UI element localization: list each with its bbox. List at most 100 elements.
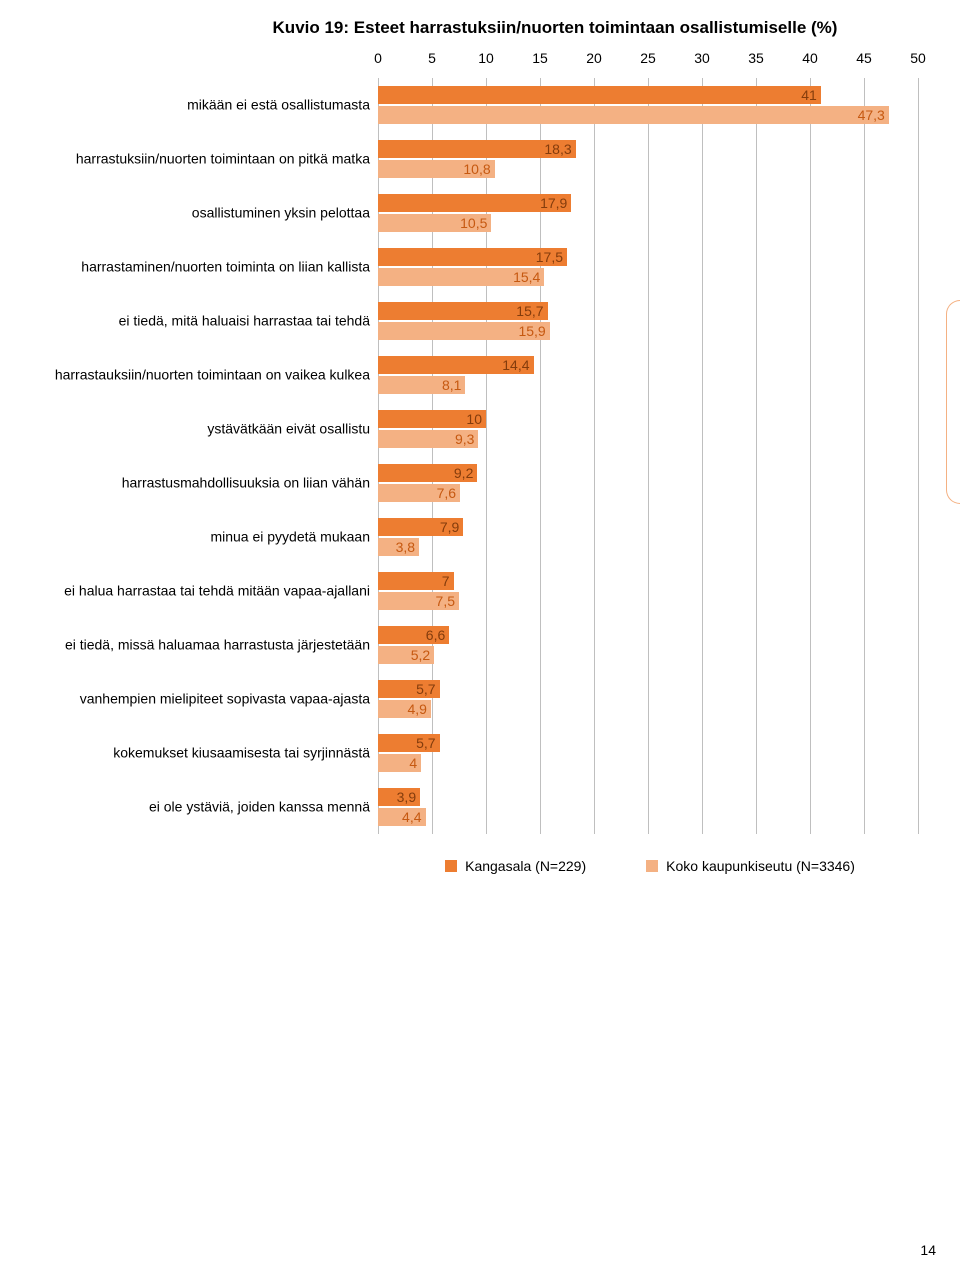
chart-row: osallistuminen yksin pelottaa17,910,5 bbox=[378, 186, 918, 240]
chart-row: ystävätkään eivät osallistu109,3 bbox=[378, 402, 918, 456]
category-label: ei halua harrastaa tai tehdä mitään vapa… bbox=[22, 583, 378, 600]
bar-value-label: 5,2 bbox=[411, 647, 430, 663]
bar-primary: 5,7 bbox=[378, 734, 440, 752]
chart-row: vanhempien mielipiteet sopivasta vapaa-a… bbox=[378, 672, 918, 726]
category-label: ei tiedä, missä haluamaa harrastusta jär… bbox=[22, 637, 378, 654]
category-label: harrastusmahdollisuuksia on liian vähän bbox=[22, 475, 378, 492]
bar-value-label: 10,5 bbox=[460, 215, 487, 231]
bar-value-label: 6,6 bbox=[426, 627, 445, 643]
axis-tick-label: 40 bbox=[802, 50, 818, 66]
chart-row: kokemukset kiusaamisesta tai syrjinnästä… bbox=[378, 726, 918, 780]
bar-primary: 41 bbox=[378, 86, 821, 104]
bar-primary: 17,9 bbox=[378, 194, 571, 212]
bar-value-label: 47,3 bbox=[858, 107, 885, 123]
bar-primary: 14,4 bbox=[378, 356, 534, 374]
category-label: minua ei pyydetä mukaan bbox=[22, 529, 378, 546]
chart-row: minua ei pyydetä mukaan7,93,8 bbox=[378, 510, 918, 564]
category-label: harrastaminen/nuorten toiminta on liian … bbox=[22, 259, 378, 276]
axis-tick-label: 10 bbox=[478, 50, 494, 66]
bar-primary: 7 bbox=[378, 572, 454, 590]
chart-row: ei tiedä, mitä haluaisi harrastaa tai te… bbox=[378, 294, 918, 348]
bar-value-label: 18,3 bbox=[544, 141, 571, 157]
axis-tick-label: 35 bbox=[748, 50, 764, 66]
axis-tick-label: 25 bbox=[640, 50, 656, 66]
x-axis: 05101520253035404550 bbox=[378, 50, 918, 78]
category-label: ei ole ystäviä, joiden kanssa mennä bbox=[22, 799, 378, 816]
legend-item: Kangasala (N=229) bbox=[445, 858, 586, 874]
bar-secondary: 7,5 bbox=[378, 592, 459, 610]
bar-value-label: 3,9 bbox=[397, 789, 416, 805]
chart-row: ei tiedä, missä haluamaa harrastusta jär… bbox=[378, 618, 918, 672]
bar-value-label: 15,4 bbox=[513, 269, 540, 285]
chart-row: ei halua harrastaa tai tehdä mitään vapa… bbox=[378, 564, 918, 618]
bar-secondary: 15,4 bbox=[378, 268, 544, 286]
chart-row: ei ole ystäviä, joiden kanssa mennä3,94,… bbox=[378, 780, 918, 834]
legend-label: Koko kaupunkiseutu (N=3346) bbox=[666, 858, 855, 874]
category-label: ystävätkään eivät osallistu bbox=[22, 421, 378, 438]
bar-value-label: 4 bbox=[409, 755, 417, 771]
bar-primary: 7,9 bbox=[378, 518, 463, 536]
category-label: vanhempien mielipiteet sopivasta vapaa-a… bbox=[22, 691, 378, 708]
chart-row: harrastauksiin/nuorten toimintaan on vai… bbox=[378, 348, 918, 402]
bar-primary: 5,7 bbox=[378, 680, 440, 698]
axis-tick-label: 30 bbox=[694, 50, 710, 66]
bar-value-label: 4,4 bbox=[402, 809, 421, 825]
bar-primary: 15,7 bbox=[378, 302, 548, 320]
bar-secondary: 9,3 bbox=[378, 430, 478, 448]
category-label: ei tiedä, mitä haluaisi harrastaa tai te… bbox=[22, 313, 378, 330]
plot-area: mikään ei estä osallistumasta4147,3harra… bbox=[378, 78, 918, 834]
page-number: 14 bbox=[920, 1242, 936, 1258]
bar-secondary: 7,6 bbox=[378, 484, 460, 502]
bar-value-label: 41 bbox=[801, 87, 817, 103]
bar-secondary: 47,3 bbox=[378, 106, 889, 124]
bar-value-label: 5,7 bbox=[416, 735, 435, 751]
legend: Kangasala (N=229) Koko kaupunkiseutu (N=3… bbox=[362, 858, 938, 874]
bar-value-label: 7 bbox=[442, 573, 450, 589]
axis-tick-label: 0 bbox=[374, 50, 382, 66]
bar-value-label: 15,9 bbox=[518, 323, 545, 339]
bar-secondary: 8,1 bbox=[378, 376, 465, 394]
bar-primary: 17,5 bbox=[378, 248, 567, 266]
axis-tick-label: 50 bbox=[910, 50, 926, 66]
bar-secondary: 10,8 bbox=[378, 160, 495, 178]
bar-secondary: 10,5 bbox=[378, 214, 491, 232]
bar-value-label: 14,4 bbox=[502, 357, 529, 373]
chart-row: mikään ei estä osallistumasta4147,3 bbox=[378, 78, 918, 132]
category-label: kokemukset kiusaamisesta tai syrjinnästä bbox=[22, 745, 378, 762]
bar-value-label: 10 bbox=[466, 411, 482, 427]
axis-tick-label: 5 bbox=[428, 50, 436, 66]
axis-tick-label: 20 bbox=[586, 50, 602, 66]
chart-row: harrastaminen/nuorten toiminta on liian … bbox=[378, 240, 918, 294]
bar-value-label: 10,8 bbox=[463, 161, 490, 177]
bar-value-label: 3,8 bbox=[396, 539, 415, 555]
bar-primary: 3,9 bbox=[378, 788, 420, 806]
bar-primary: 6,6 bbox=[378, 626, 449, 644]
bar-secondary: 4,4 bbox=[378, 808, 426, 826]
bar-secondary: 5,2 bbox=[378, 646, 434, 664]
bar-value-label: 9,3 bbox=[455, 431, 474, 447]
bar-primary: 10 bbox=[378, 410, 486, 428]
category-label: harrastauksiin/nuorten toimintaan on vai… bbox=[22, 367, 378, 384]
axis-tick-label: 15 bbox=[532, 50, 548, 66]
legend-swatch bbox=[646, 860, 658, 872]
legend-item: Koko kaupunkiseutu (N=3346) bbox=[646, 858, 855, 874]
bar-primary: 9,2 bbox=[378, 464, 477, 482]
chart-row: harrastusmahdollisuuksia on liian vähän9… bbox=[378, 456, 918, 510]
chart-title: Kuvio 19: Esteet harrastuksiin/nuorten t… bbox=[172, 18, 938, 38]
category-label: harrastuksiin/nuorten toimintaan on pitk… bbox=[22, 151, 378, 168]
bar-value-label: 8,1 bbox=[442, 377, 461, 393]
gridline bbox=[918, 78, 919, 834]
page: Kuvio 19: Esteet harrastuksiin/nuorten t… bbox=[0, 0, 960, 1274]
axis-tick-label: 45 bbox=[856, 50, 872, 66]
chart-row: harrastuksiin/nuorten toimintaan on pitk… bbox=[378, 132, 918, 186]
bar-value-label: 9,2 bbox=[454, 465, 473, 481]
bar-value-label: 7,6 bbox=[437, 485, 456, 501]
bar-secondary: 3,8 bbox=[378, 538, 419, 556]
bar-chart: 0 5 10 15 20 25 30 35 40 45 50 mikään ei estä osal… bbox=[22, 50, 960, 834]
bar-value-label: 4,9 bbox=[407, 701, 426, 717]
bar-primary: 18,3 bbox=[378, 140, 576, 158]
category-label: mikään ei estä osallistumasta bbox=[22, 97, 378, 114]
bar-secondary: 4,9 bbox=[378, 700, 431, 718]
category-label: osallistuminen yksin pelottaa bbox=[22, 205, 378, 222]
bar-value-label: 7,5 bbox=[436, 593, 455, 609]
